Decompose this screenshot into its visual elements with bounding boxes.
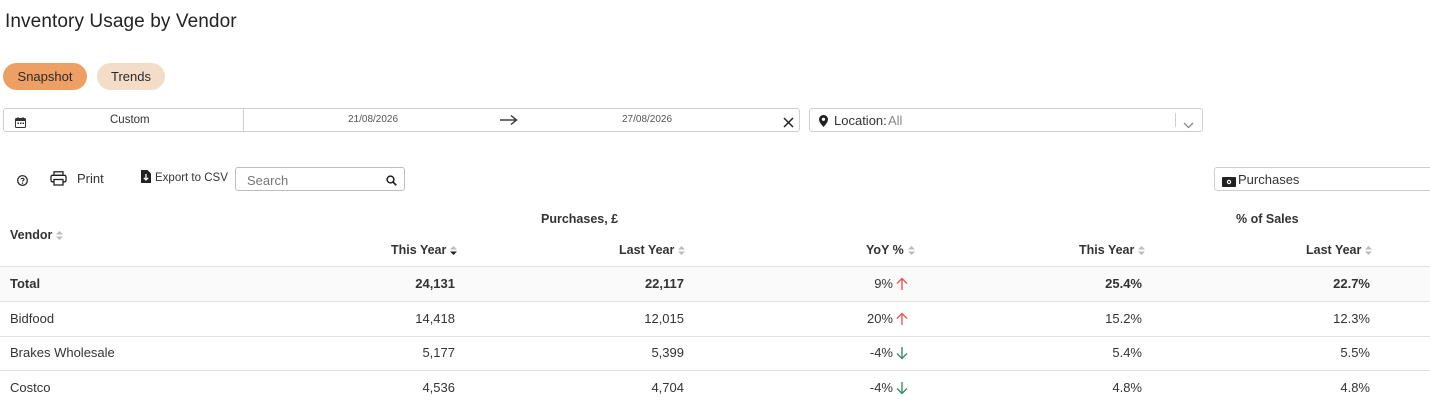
divider	[243, 109, 244, 131]
sort-icon[interactable]	[56, 229, 64, 243]
date-range-preset[interactable]: Custom	[110, 114, 150, 126]
this-year-cell: 4,536	[422, 379, 455, 395]
pct-last-year-cell: 12.3%	[1333, 310, 1370, 326]
col-header-this-year-label: This Year	[391, 243, 447, 257]
tab-snapshot[interactable]: Snapshot	[3, 63, 87, 90]
sort-descending-icon[interactable]	[450, 244, 458, 258]
last-year-cell: 22,117	[644, 276, 684, 291]
row-divider	[0, 370, 1430, 371]
row-divider	[0, 335, 1430, 337]
vendor-cell: Brakes Wholesale	[10, 345, 115, 360]
col-header-yoy[interactable]: YoY %	[866, 243, 915, 258]
pct-last-year-cell: 22.7%	[1333, 276, 1370, 291]
date-range-filter: Custom 21/08/2026 27/08/2026	[3, 108, 800, 132]
location-filter[interactable]: Location: All	[809, 108, 1203, 132]
clear-icon[interactable]	[783, 115, 794, 133]
calendar-icon[interactable]	[15, 115, 26, 133]
last-year-cell: 5,399	[651, 345, 684, 360]
location-value: All	[888, 113, 903, 128]
col-header-yoy-label: YoY %	[866, 243, 904, 257]
pct-this-year-cell: 4.8%	[1112, 379, 1142, 395]
sort-icon[interactable]	[1138, 244, 1146, 258]
last-year-cell: 4,704	[651, 379, 684, 395]
pct-this-year-cell: 25.4%	[1105, 276, 1142, 291]
divider	[1175, 113, 1176, 127]
tab-trends[interactable]: Trends	[97, 63, 165, 90]
this-year-cell: 5,177	[422, 345, 455, 360]
printer-icon[interactable]	[50, 171, 67, 191]
arrow-up-icon	[896, 277, 908, 296]
col-header-pct-this-year-label: This Year	[1079, 243, 1135, 257]
this-year-cell: 14,418	[415, 310, 455, 326]
page-title: Inventory Usage by Vendor	[5, 11, 237, 32]
col-header-vendor[interactable]: Vendor	[10, 228, 64, 243]
group-header-pct-sales: % of Sales	[1236, 212, 1299, 226]
vendor-cell: Total	[10, 276, 41, 291]
col-header-pct-last-year[interactable]: Last Year	[1306, 243, 1373, 258]
sort-icon[interactable]	[1365, 244, 1373, 258]
arrow-down-icon	[896, 346, 908, 365]
search-input[interactable]	[236, 168, 389, 192]
chevron-down-icon[interactable]	[1183, 116, 1194, 134]
help-icon[interactable]	[17, 173, 28, 191]
export-csv-button[interactable]: Export to CSV	[155, 172, 228, 184]
search-box	[235, 167, 405, 192]
col-header-last-year-label: Last Year	[619, 243, 675, 257]
download-file-icon[interactable]	[141, 170, 151, 188]
col-header-vendor-label: Vendor	[10, 228, 53, 242]
group-header-purchases: Purchases, £	[541, 212, 619, 226]
last-year-cell: 12,015	[644, 310, 684, 326]
money-icon	[1222, 174, 1236, 192]
pct-this-year-cell: 15.2%	[1105, 310, 1142, 326]
total-row-background	[0, 267, 1430, 301]
arrow-down-icon	[896, 381, 908, 400]
print-button[interactable]: Print	[77, 171, 104, 186]
arrow-up-icon	[896, 312, 908, 331]
pct-this-year-cell: 5.4%	[1112, 345, 1142, 360]
yoy-cell: 20%	[866, 310, 893, 326]
yoy-cell: -4%	[869, 345, 893, 360]
map-pin-icon	[819, 114, 828, 132]
vendor-cell: Costco	[10, 379, 51, 395]
metric-select[interactable]: Purchases	[1214, 167, 1430, 191]
start-date-field[interactable]: 21/08/2026	[348, 114, 399, 125]
col-header-this-year[interactable]: This Year	[391, 243, 458, 258]
location-label: Location:	[834, 113, 887, 128]
row-divider	[0, 301, 1430, 302]
search-icon[interactable]	[386, 173, 397, 191]
pct-last-year-cell: 4.8%	[1340, 379, 1370, 395]
sort-icon[interactable]	[678, 244, 686, 258]
metric-select-value: Purchases	[1238, 172, 1300, 187]
col-header-pct-this-year[interactable]: This Year	[1079, 243, 1146, 258]
col-header-last-year[interactable]: Last Year	[619, 243, 686, 258]
sort-icon[interactable]	[907, 244, 915, 258]
yoy-cell: -4%	[869, 379, 893, 395]
col-header-pct-last-year-label: Last Year	[1306, 243, 1362, 257]
divider	[0, 266, 1430, 267]
arrow-right-icon	[500, 113, 518, 131]
end-date-field[interactable]: 27/08/2026	[622, 114, 673, 125]
vendor-cell: Bidfood	[10, 310, 55, 326]
this-year-cell: 24,131	[415, 276, 455, 291]
yoy-cell: 9%	[874, 276, 893, 291]
pct-last-year-cell: 5.5%	[1340, 345, 1370, 360]
